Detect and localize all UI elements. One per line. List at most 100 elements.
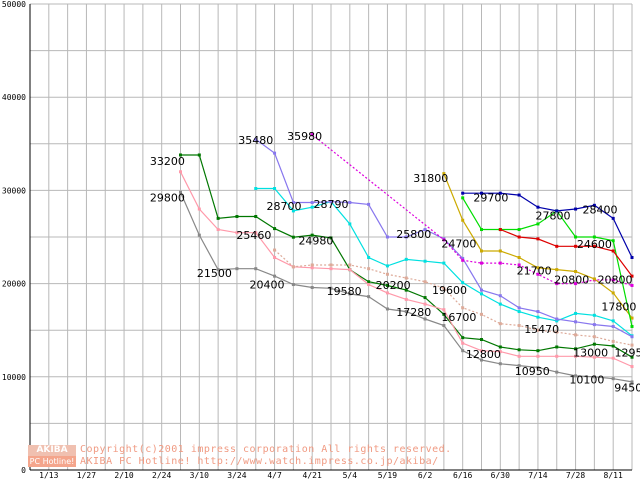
data-point xyxy=(555,317,559,321)
data-point xyxy=(555,345,559,349)
x-tick-label: 4/21 xyxy=(303,471,322,480)
series-gray xyxy=(179,190,634,384)
data-point xyxy=(367,202,371,206)
x-tick-label: 6/2 xyxy=(418,471,433,480)
y-tick-label: 30000 xyxy=(2,186,26,195)
data-point xyxy=(461,196,465,200)
data-point xyxy=(480,292,483,296)
data-point xyxy=(442,261,446,265)
data-point xyxy=(273,274,277,278)
data-point xyxy=(630,343,634,347)
data-point xyxy=(517,263,521,267)
data-point xyxy=(555,282,559,286)
data-point xyxy=(498,302,502,306)
data-point xyxy=(630,256,634,260)
data-point xyxy=(630,324,634,328)
data-point xyxy=(630,283,634,287)
data-label: 15470 xyxy=(524,323,559,336)
x-tick-label: 4/7 xyxy=(267,471,282,480)
data-point xyxy=(517,256,521,260)
data-point xyxy=(385,291,389,295)
data-point xyxy=(348,268,352,272)
data-point xyxy=(611,249,615,253)
data-point xyxy=(480,191,483,195)
data-point xyxy=(310,133,314,137)
data-point xyxy=(536,266,540,270)
data-point xyxy=(461,258,465,262)
data-point xyxy=(611,344,615,348)
data-point xyxy=(461,306,465,310)
data-point xyxy=(498,294,502,298)
data-point xyxy=(442,312,446,316)
data-label: 29800 xyxy=(150,192,185,205)
y-tick-label: 10000 xyxy=(2,373,26,382)
data-point xyxy=(273,227,277,231)
data-point xyxy=(517,193,521,197)
data-point xyxy=(592,375,596,379)
data-point xyxy=(461,218,465,222)
x-tick-label: 3/10 xyxy=(190,471,209,480)
data-point xyxy=(385,235,389,239)
series-lightpink-line xyxy=(274,249,633,346)
data-labels: 33200 29800 35480 35980 21500 20400 25460 28700… xyxy=(150,130,640,395)
data-point xyxy=(385,283,389,287)
data-point xyxy=(216,216,220,220)
data-point xyxy=(574,269,578,273)
data-point xyxy=(329,267,333,271)
data-point xyxy=(254,137,258,141)
series-navy-line xyxy=(462,192,633,258)
data-point xyxy=(348,263,352,267)
data-label: 35480 xyxy=(238,134,273,147)
data-label: 20400 xyxy=(250,278,285,291)
data-point xyxy=(480,261,483,265)
data-point xyxy=(630,274,634,278)
data-point xyxy=(197,153,201,157)
data-point xyxy=(404,235,408,239)
data-label: 31800 xyxy=(413,172,448,185)
data-point xyxy=(461,336,465,340)
data-point xyxy=(216,228,220,232)
series-olive xyxy=(442,172,634,320)
data-point xyxy=(367,280,371,284)
data-point xyxy=(498,362,502,366)
data-label: 35980 xyxy=(287,130,322,143)
data-point xyxy=(555,319,559,323)
data-point xyxy=(291,201,295,205)
series-pink xyxy=(179,170,634,369)
data-point xyxy=(630,355,634,359)
y-tick-label: 50000 xyxy=(2,0,26,9)
data-label: 28400 xyxy=(583,204,618,217)
data-point xyxy=(385,264,389,268)
data-point xyxy=(574,282,578,286)
data-point xyxy=(348,201,352,205)
copyright-line1: Copyright(c)2001 impress corporation All… xyxy=(80,444,452,455)
data-label: 20800 xyxy=(554,274,589,287)
data-label: 17280 xyxy=(396,306,431,319)
data-point xyxy=(592,355,596,359)
data-label: 16700 xyxy=(441,311,476,324)
data-point xyxy=(273,256,277,260)
data-point xyxy=(498,322,502,326)
data-point xyxy=(611,319,615,323)
data-point xyxy=(611,377,615,381)
y-axis-ticks: 0 10000 20000 30000 40000 50000 xyxy=(2,0,26,475)
x-tick-label: 5/19 xyxy=(378,471,397,480)
x-tick-label: 7/28 xyxy=(566,471,585,480)
data-point xyxy=(592,244,596,248)
data-label: 21500 xyxy=(197,267,232,280)
data-point xyxy=(254,231,258,235)
data-point xyxy=(611,356,615,360)
data-label: 24600 xyxy=(577,238,612,251)
x-tick-label: 1/13 xyxy=(39,471,58,480)
data-point xyxy=(235,267,239,271)
data-point xyxy=(179,170,182,174)
data-point xyxy=(404,297,408,301)
x-tick-label: 6/16 xyxy=(453,471,472,480)
data-point xyxy=(254,267,258,271)
data-point xyxy=(254,187,258,191)
data-point xyxy=(197,207,201,211)
data-point xyxy=(329,200,333,204)
data-point xyxy=(517,354,521,358)
copyright-line2: AKIBA PC Hotline! http://www.watch.impre… xyxy=(80,456,439,467)
